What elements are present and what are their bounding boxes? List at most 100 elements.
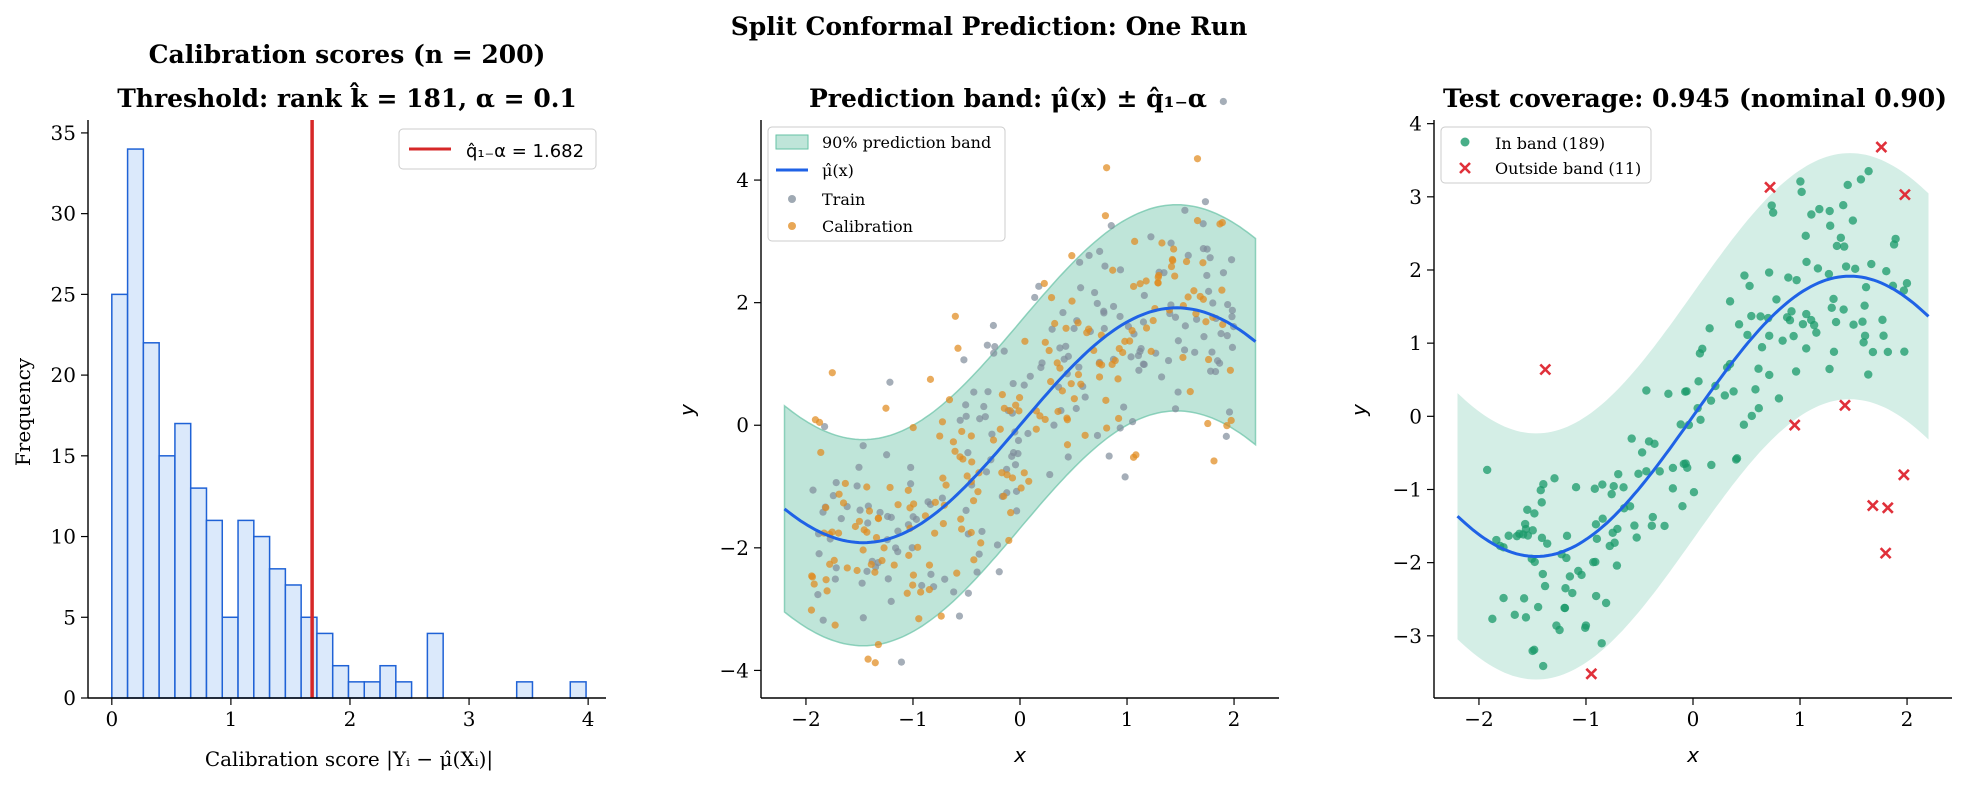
train-point <box>832 479 840 487</box>
in-band-point <box>1836 233 1846 242</box>
calibration-point <box>996 425 1004 433</box>
calibration-point <box>859 546 867 554</box>
train-point <box>814 591 822 599</box>
in-band-point <box>1796 177 1805 186</box>
train-point <box>993 541 1002 549</box>
legend-outside-swatch <box>1459 162 1471 174</box>
in-band-point <box>1867 259 1876 269</box>
train-point <box>1116 312 1124 321</box>
in-band-point <box>1861 282 1871 292</box>
train-point <box>1208 348 1216 356</box>
train-point <box>973 568 981 576</box>
histogram-xlabel: Calibration score |Yᵢ − μ̂(Xᵢ)| <box>205 747 493 772</box>
calibration-point <box>917 588 925 596</box>
histogram-bar <box>316 632 334 699</box>
calibration-point <box>909 423 917 432</box>
in-band-point <box>1787 307 1796 316</box>
calibration-point <box>834 529 843 537</box>
in-band-point <box>1592 534 1602 544</box>
train-point <box>984 388 992 396</box>
in-band-point <box>1533 602 1543 612</box>
calibration-point <box>843 564 851 572</box>
calibration-point <box>807 606 816 614</box>
band-axes: −2 −1 0 1 2 −4 −2 0 2 4 <box>720 120 1279 731</box>
train-point <box>819 616 827 624</box>
train-point <box>1014 436 1023 445</box>
calibration-point <box>822 504 830 512</box>
calibration-point <box>1015 407 1023 415</box>
train-point <box>927 570 935 578</box>
in-band-point <box>1591 591 1601 601</box>
train-point <box>1140 291 1148 300</box>
y-tick-label: 5 <box>63 605 76 629</box>
calibration-point <box>989 436 998 444</box>
in-band-point <box>1739 420 1749 429</box>
calibration-point <box>956 453 964 461</box>
calibration-point <box>890 561 898 569</box>
train-point <box>856 506 864 514</box>
histogram-bar <box>189 487 208 699</box>
in-band-point <box>1802 257 1811 267</box>
y-tick-label: 2 <box>1409 258 1422 282</box>
figure-suptitle: Split Conformal Prediction: One Run <box>731 12 1248 41</box>
calibration-point <box>998 469 1006 477</box>
calibration-point <box>925 561 934 569</box>
train-point <box>1209 299 1217 307</box>
calibration-point <box>874 515 883 523</box>
in-band-point <box>1851 264 1860 274</box>
in-band-point <box>1832 241 1842 251</box>
in-band-point <box>1789 331 1798 341</box>
train-point <box>1009 449 1018 457</box>
in-band-point <box>1523 505 1532 514</box>
x-tick-label: 0 <box>1014 707 1027 731</box>
calibration-point <box>914 543 922 551</box>
y-tick-label: 0 <box>63 686 76 710</box>
calibration-point <box>1041 415 1049 424</box>
train-point <box>892 544 900 552</box>
histogram-bar <box>284 584 302 699</box>
calibration-point <box>1103 424 1111 432</box>
in-band-point <box>1568 588 1577 598</box>
in-band-point <box>1747 311 1756 321</box>
train-point <box>1038 359 1046 367</box>
train-point <box>855 463 863 471</box>
in-band-point <box>1883 347 1893 357</box>
calibration-point <box>1012 401 1020 409</box>
histogram-bar <box>515 681 534 699</box>
coverage-title: Test coverage: 0.945 (nominal 0.90) <box>1443 84 1947 113</box>
calibration-point <box>1051 319 1059 328</box>
in-band-point <box>1598 480 1607 489</box>
in-band-point <box>1608 528 1617 537</box>
band-legend: 90% prediction band μ̂(x) Train Calibrat… <box>767 126 1006 242</box>
calibration-point <box>1147 347 1155 355</box>
y-tick-label: −2 <box>720 536 749 560</box>
train-point <box>1127 353 1135 361</box>
calibration-point <box>1114 375 1122 383</box>
in-band-point <box>1482 465 1492 475</box>
train-point <box>1167 239 1175 247</box>
in-band-point <box>1510 610 1519 620</box>
train-point <box>1062 342 1070 350</box>
train-point <box>1076 258 1084 266</box>
in-band-point <box>1668 463 1678 473</box>
in-band-point <box>1519 594 1529 603</box>
calibration-point <box>915 615 923 623</box>
calibration-point <box>853 566 861 575</box>
x-tick-label: 2 <box>1901 707 1914 731</box>
in-band-point <box>1864 370 1873 379</box>
calibration-point <box>894 501 902 509</box>
in-band-point <box>1856 175 1866 184</box>
calibration-point <box>957 515 965 523</box>
calibration-point <box>951 447 959 455</box>
y-tick-label: −2 <box>1393 551 1422 575</box>
calibration-point <box>1190 287 1198 295</box>
in-band-point <box>1530 509 1539 518</box>
train-point <box>1174 388 1182 396</box>
x-tick-label: −1 <box>1571 707 1600 731</box>
train-point <box>1100 324 1108 333</box>
histogram-title-line2: Threshold: rank k̂ = 181, α = 0.1 <box>117 82 577 113</box>
train-point <box>859 614 867 622</box>
train-point <box>1225 408 1234 416</box>
in-band-point <box>1891 234 1900 244</box>
